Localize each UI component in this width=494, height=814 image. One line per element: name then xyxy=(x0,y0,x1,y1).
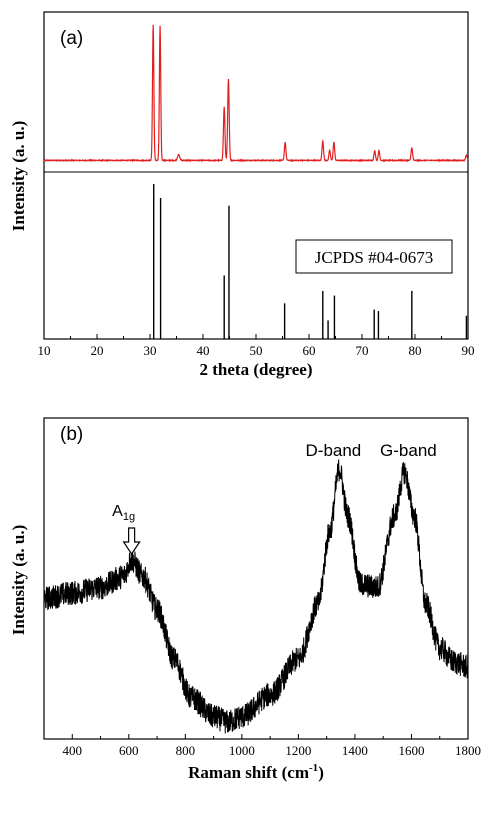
x-tick-label: 30 xyxy=(144,343,157,358)
reference-label-box xyxy=(295,239,453,274)
d-band-label: D-band xyxy=(306,441,362,460)
x-tick-label: 40 xyxy=(197,343,210,358)
g-band-label: G-band xyxy=(380,441,437,460)
panel-a-label: (a) xyxy=(60,28,83,49)
panel-b-x-axis-label-main: Raman shift (cm xyxy=(188,763,309,782)
a1g-arrow xyxy=(122,527,141,556)
x-tick-label: 20 xyxy=(91,343,104,358)
panel-a: 10 20 30 40 50 60 70 80 90 (a) JCPDS #04-0673 2 … xyxy=(9,11,475,379)
x-tick-label: 10 xyxy=(38,343,51,358)
panel-a-y-axis-label: Intensity (a. u.) xyxy=(9,121,28,232)
measured-pattern-line xyxy=(43,24,469,163)
panel-b-x-axis-label-close: ) xyxy=(318,763,324,782)
x-tick-label: 1000 xyxy=(229,743,255,758)
panel-b-frame xyxy=(43,417,469,740)
panel-a-x-axis-label: 2 theta (degree) xyxy=(200,360,313,379)
raman-spectrum-line xyxy=(43,459,469,734)
x-tick-label: 80 xyxy=(409,343,422,358)
panel-b-x-axis-label-exponent: -1 xyxy=(309,762,318,774)
panel-b-annotations: A1g D-band G-band xyxy=(112,441,437,556)
reference-sticks xyxy=(153,184,468,339)
reference-label: JCPDS #04-0673 xyxy=(315,248,434,267)
panel-b-x-ticks: 400 600 800 1000 1200 1400 1600 1800 xyxy=(43,734,481,758)
panel-b-x-axis-label: Raman shift (cm-1) xyxy=(188,762,324,782)
panel-b-y-axis-label: Intensity (a. u.) xyxy=(9,525,28,636)
panel-a-x-ticks: 10 20 30 40 50 60 70 80 90 xyxy=(38,334,475,358)
x-tick-label: 1800 xyxy=(455,743,481,758)
measured-pattern xyxy=(43,24,469,163)
x-tick-label: 400 xyxy=(63,743,83,758)
x-tick-label: 70 xyxy=(356,343,369,358)
x-tick-label: 50 xyxy=(250,343,263,358)
x-tick-label: 600 xyxy=(119,743,139,758)
panel-b-label: (b) xyxy=(60,424,83,445)
panel-a-frame xyxy=(43,11,469,340)
x-tick-label: 1200 xyxy=(285,743,311,758)
raman-spectrum xyxy=(43,459,469,734)
x-tick-label: 1400 xyxy=(342,743,368,758)
panel-b: 400 600 800 1000 1200 1400 1600 1800 (b) A1g D-b… xyxy=(9,417,481,782)
a1g-label: A1g xyxy=(112,503,135,523)
x-tick-label: 800 xyxy=(176,743,196,758)
x-tick-label: 90 xyxy=(462,343,475,358)
x-tick-label: 60 xyxy=(303,343,316,358)
x-tick-label: 1600 xyxy=(398,743,424,758)
